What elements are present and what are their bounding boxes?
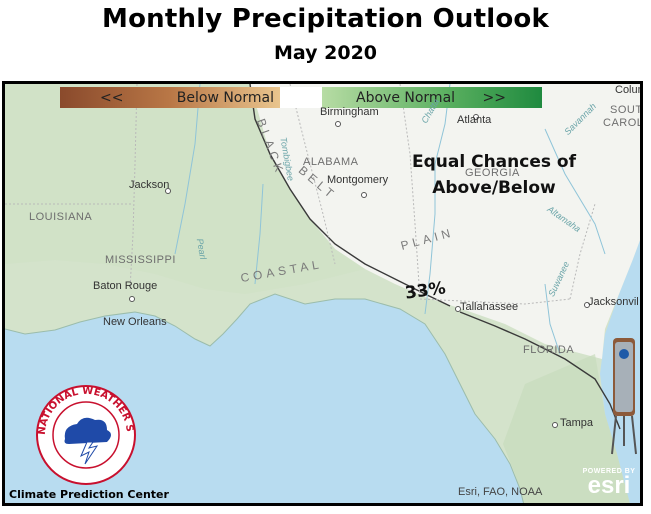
city-label-baton-rouge: Baton Rouge [93, 280, 158, 292]
equal-chances-line1: Equal Chances of [412, 152, 576, 172]
city-dot [165, 188, 171, 194]
state-label-carol: CAROL [603, 117, 643, 129]
esri-logo[interactable]: POWERED BY esri [580, 468, 638, 503]
state-label-georgia: GEORGIA [465, 167, 520, 179]
legend-above-normal: Above Normal >> [322, 87, 542, 108]
city-label-tampa: Tampa [560, 417, 594, 429]
state-label-florida: FLORIDA [523, 344, 575, 356]
city-label-jackson: Jackson [129, 179, 170, 191]
state-label-louisiana: LOUISIANA [29, 211, 93, 223]
outlook-boundary-line [249, 84, 451, 307]
legend-normal [280, 87, 322, 108]
city-dot [361, 192, 367, 198]
city-label-montgomery: Montgomery [327, 174, 389, 186]
city-label-birmingham: Birmingham [320, 106, 379, 118]
map-subtitle: May 2020 [273, 42, 378, 64]
city-dot [584, 302, 590, 308]
state-label-mississippi: MISSISSIPPI [105, 254, 176, 266]
city-dot [473, 114, 479, 120]
city-dot [335, 121, 341, 127]
legend-above-label: Above Normal [356, 89, 456, 106]
city-label-new-orleans: New Orleans [103, 316, 167, 328]
legend-below-normal: << Below Normal [60, 87, 280, 108]
equal-chances-region [250, 84, 640, 359]
nws-logo: NATIONAL WEATHER SERVICE [35, 384, 136, 485]
state-label-south: SOUTH [610, 104, 643, 116]
legend-bar: << Below Normal Above Normal >> [60, 87, 542, 108]
map-title: Monthly Precipitation Outlook [102, 4, 549, 34]
city-dot [552, 422, 558, 428]
legend-below-arrow: << [100, 89, 124, 106]
city-label-atlanta: Atlanta [457, 114, 492, 126]
cpc-credit: Climate Prediction Center [9, 488, 169, 501]
city-label-columbia: Colum [615, 84, 640, 96]
city-label-jacksonville: Jacksonvil [588, 296, 639, 308]
powered-by-label: POWERED BY [582, 468, 636, 475]
legend-above-arrow: >> [482, 89, 506, 106]
basemap [5, 84, 640, 503]
map-view[interactable]: << Below Normal Above Normal >> Birmingh… [2, 81, 643, 506]
city-dot [129, 296, 135, 302]
equal-chances-line2: Above/Below [432, 178, 556, 198]
equal-chances-annotation: Equal Chances of Above/Below [405, 152, 583, 198]
city-dot [455, 306, 461, 312]
esri-logo-text: esri [587, 472, 631, 499]
city-label-tallahassee: Tallahassee [460, 301, 519, 313]
attribution-text[interactable]: Esri, FAO, NOAA [458, 486, 543, 498]
rain-gauge-icon [611, 338, 637, 455]
state-label-alabama: ALABAMA [303, 156, 359, 168]
legend-below-label: Below Normal [176, 89, 274, 106]
